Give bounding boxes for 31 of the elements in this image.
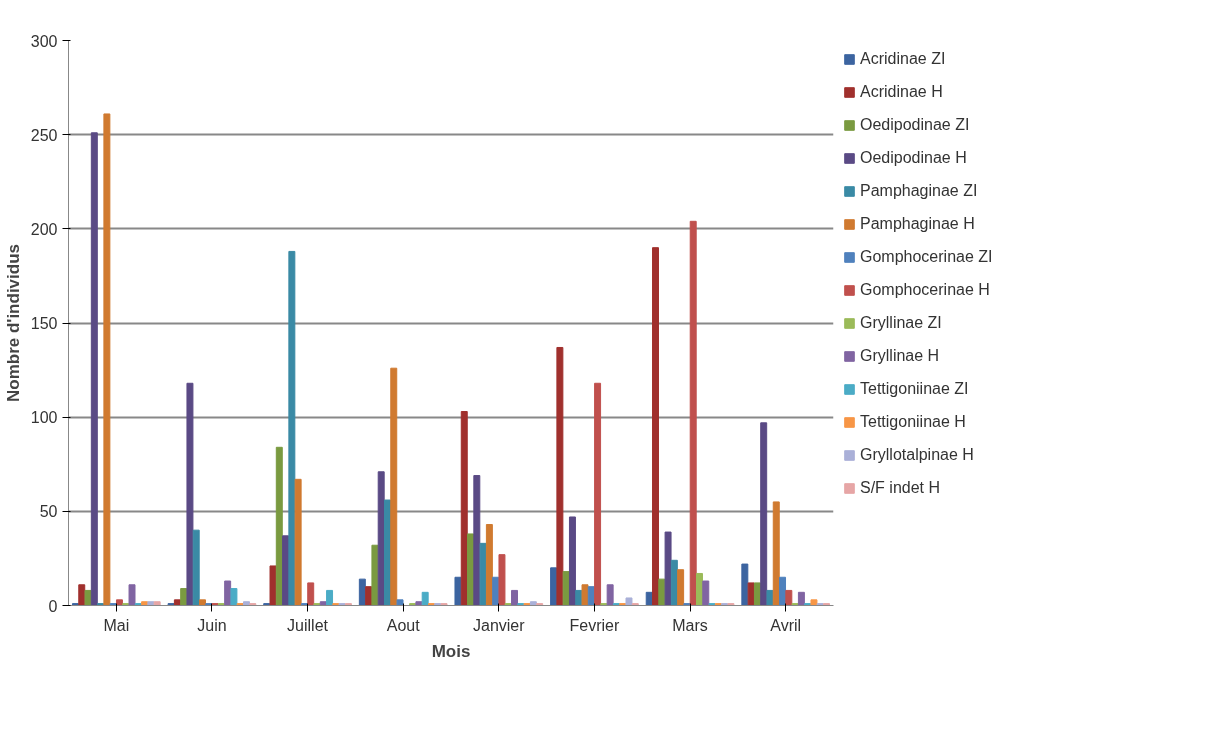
legend-label: Tettigoniinae ZI bbox=[860, 380, 969, 398]
legend-label: Pamphaginae H bbox=[860, 215, 975, 233]
x-axis-title: Mois bbox=[431, 641, 471, 661]
x-tick-label: Janvier bbox=[473, 616, 526, 634]
legend-label: Acridinae ZI bbox=[860, 50, 946, 68]
legend-label: S/F indet H bbox=[860, 479, 941, 497]
y-tick-label: 0 bbox=[48, 597, 58, 615]
legend-label: Gomphocerinae H bbox=[860, 281, 990, 299]
x-tick-label: Mars bbox=[672, 616, 708, 634]
y-tick-label: 250 bbox=[30, 126, 58, 144]
legend-label: Gryllinae ZI bbox=[860, 314, 942, 332]
x-tick-label: Aout bbox=[386, 616, 421, 634]
legend-label: Gryllinae H bbox=[860, 347, 940, 365]
legend-label: Oedipodinae ZI bbox=[860, 116, 970, 134]
legend-label: Gomphocerinae ZI bbox=[860, 248, 993, 266]
y-tick-label: 150 bbox=[30, 315, 58, 332]
x-tick-label: Mai bbox=[103, 616, 130, 634]
legend-label: Pamphaginae ZI bbox=[860, 182, 978, 200]
x-tick-label: Fevrier bbox=[569, 616, 620, 634]
legend-label: Oedipodinae H bbox=[860, 149, 967, 167]
y-tick-label: 50 bbox=[39, 503, 58, 521]
x-tick-label: Juillet bbox=[287, 616, 329, 634]
y-tick-label: 200 bbox=[30, 220, 58, 238]
x-tick-label: Avril bbox=[770, 616, 802, 634]
legend-label: Acridinae H bbox=[860, 83, 943, 101]
y-tick-label: 100 bbox=[30, 409, 58, 427]
y-axis-title: Nombre d'individus bbox=[3, 244, 23, 402]
legend-label: Gryllotalpinae H bbox=[860, 446, 974, 464]
legend-label: Tettigoniinae H bbox=[860, 413, 966, 431]
y-tick-label: 300 bbox=[30, 32, 58, 50]
x-tick-label: Juin bbox=[197, 616, 227, 634]
